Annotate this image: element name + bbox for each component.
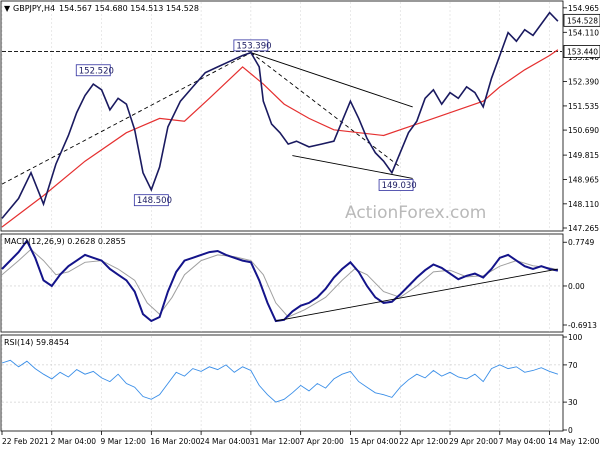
price-panel-frame: [0, 0, 564, 232]
rsi-title: RSI(14) 59.8454: [4, 338, 69, 347]
rsi-tick-label: 0: [568, 426, 573, 435]
x-tick-label: 24 Mar 04:00: [200, 437, 250, 446]
price-annotation-box: [133, 194, 169, 207]
price-title: GBPJPY,H4: [13, 4, 55, 13]
level-price-label: 153.440: [567, 47, 598, 56]
x-tick-label: 16 Mar 20:00: [150, 437, 200, 446]
rsi-tick-label: 30: [568, 398, 578, 407]
watermark: ActionForex.com: [345, 203, 486, 223]
x-tick-label: 7 May 04:00: [499, 437, 546, 446]
price-annotation-label: 149.030: [382, 181, 417, 191]
x-tick-label: 14 May 12:00: [548, 437, 600, 446]
current-price-label: 154.528: [567, 16, 598, 25]
macd-panel: 0.7749 0.00 -0.6913: [1, 235, 597, 332]
x-tick-label: 9 Mar 12:00: [101, 437, 147, 446]
price-tick-label: 150.690: [568, 126, 599, 135]
price-tick-label: 147.265: [568, 224, 599, 233]
price-panel: 152.520 148.500 153.390 149.030 154.965 154.1…: [1, 2, 600, 233]
macd-panel-frame: [0, 233, 564, 333]
rsi-tick-label: 70: [568, 361, 578, 370]
chart-symbol-icon: ▼: [4, 4, 11, 13]
x-axis: 22 Feb 2021 2 Mar 04:00 9 Mar 12:00 16 Mar …: [1, 431, 600, 446]
price-ohlc: 154.567 154.680 154.513 154.528: [59, 4, 199, 13]
level-price-box: [563, 45, 600, 58]
price-tick-label: 148.110: [568, 200, 599, 209]
macd-tick-label: 0.7749: [568, 238, 594, 247]
macd-title: MACD(12,26,9) 0.2628 0.2855: [4, 237, 126, 246]
x-tick-label: 2 Mar 04:00: [51, 437, 97, 446]
x-tick-label: 15 Apr 04:00: [349, 437, 398, 446]
macd-tick-label: -0.6913: [568, 321, 597, 330]
macd-line: [1, 238, 559, 323]
price-trendline: [250, 52, 401, 168]
price-trendline: [250, 52, 413, 108]
price-annotation-label: 148.500: [137, 196, 172, 206]
price-trendline: [292, 155, 413, 179]
x-tick-label: 22 Apr 12:00: [399, 437, 448, 446]
macd-signal-line: [1, 248, 559, 318]
x-tick-label: 29 Apr 20:00: [449, 437, 498, 446]
price-annotation-box: [378, 179, 414, 191]
rsi-panel: 100 70 30 0: [1, 333, 583, 435]
price-tick-label: 152.390: [568, 77, 599, 86]
price-tick-label: 148.965: [568, 175, 599, 184]
price-annotation-box: [233, 39, 269, 52]
rsi-line: [1, 359, 559, 403]
price-series-line: [1, 11, 559, 219]
price-tick-label: 151.535: [568, 102, 599, 111]
x-tick-label: 31 Mar 12:00: [250, 437, 300, 446]
x-tick-label: 7 Apr 20:00: [300, 437, 344, 446]
price-tick-label: 149.815: [568, 151, 599, 160]
ema-line: [1, 49, 559, 228]
current-price-box: [563, 13, 600, 27]
macd-trendline: [275, 268, 558, 322]
rsi-tick-label: 100: [568, 333, 583, 342]
x-tick-label: 22 Feb 2021: [2, 437, 49, 446]
price-tick-label: 154.110: [568, 28, 599, 37]
rsi-panel-frame: [0, 334, 564, 432]
price-annotation-label: 153.390: [236, 41, 271, 51]
price-trendline: [1, 52, 252, 185]
macd-tick-label: 0.00: [568, 282, 585, 291]
price-tick-label: 154.965: [568, 4, 599, 13]
price-annotation-label: 152.520: [79, 66, 114, 76]
price-annotation-box: [75, 64, 111, 77]
